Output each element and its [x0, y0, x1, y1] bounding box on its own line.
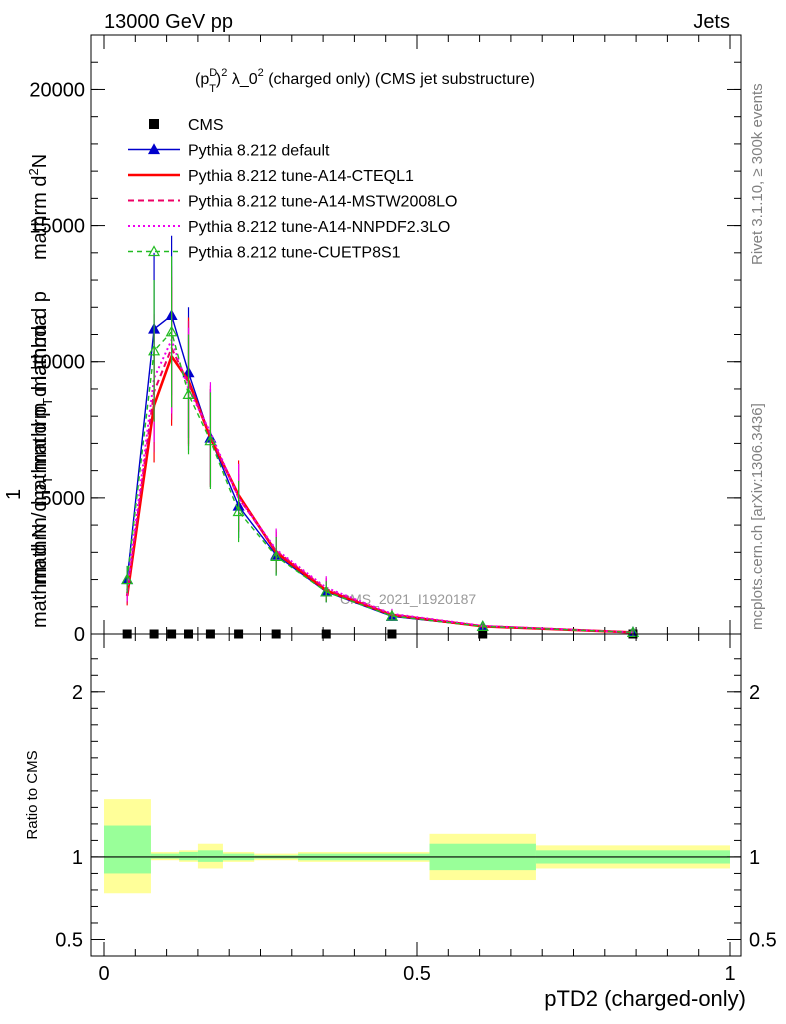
ratio-tick-label: 2 — [72, 682, 83, 704]
chart-title: (pD T)2 λ_02 (charged only) (CMS jet subs… — [195, 67, 535, 95]
y-axis-label: mathrm d2N 1 mathrm d pT mathrm d lambda… — [3, 154, 55, 628]
watermark: CMS_2021_I1920187 — [340, 591, 476, 607]
mcplots-label: mcplots.cern.ch [arXiv:1306.3436] — [749, 403, 766, 630]
title-sup2: 2 — [221, 67, 227, 79]
title-sub1: T — [209, 83, 216, 95]
main-y-axis: 0 5000 10000 15000 20000 — [29, 34, 741, 646]
legend-entry: Pythia 8.212 tune-A14-CTEQL1 — [128, 168, 414, 185]
ratio-x-axis: 0 0.5 1 — [98, 634, 736, 985]
ratio-band-green — [104, 825, 151, 874]
rivet-label: Rivet 3.1.10, ≥ 300k events — [749, 83, 766, 265]
series-marker — [476, 620, 489, 631]
legend-entry: Pythia 8.212 tune-A14-MSTW2008LO — [128, 194, 457, 211]
legend: CMS Pythia 8.212 default Pythia 8.212 tune… — [128, 117, 457, 262]
series-marker — [385, 609, 398, 621]
legend-label: Pythia 8.212 default — [188, 143, 330, 160]
title-mid: λ_0 — [227, 71, 257, 88]
ylabel-den-top: mathrm d pT mathrm d lambda — [29, 314, 55, 585]
series-marker — [232, 505, 245, 517]
series-5 — [121, 256, 639, 637]
legend-label: Pythia 8.212 tune-A14-NNPDF2.3LO — [188, 219, 450, 236]
ratio-panel: 0.5 0.51 12 2 0 0.5 1 Ratio to CMS — [24, 633, 777, 985]
title-open: (p — [195, 71, 209, 88]
ylabel-one: 1 — [3, 489, 25, 500]
y-tick-label: 20000 — [29, 79, 85, 101]
energy-label: 13000 GeV pp — [104, 11, 233, 33]
series-3 — [126, 276, 634, 636]
ylabel-num-top: mathrm d2N — [26, 154, 51, 260]
legend-marker — [149, 119, 159, 129]
series-line — [126, 337, 634, 634]
legend-entry: CMS — [149, 117, 224, 134]
y-tick-label: 0 — [74, 624, 85, 646]
series-marker — [270, 550, 283, 562]
title-rest: (charged only) (CMS jet substructure) — [264, 71, 535, 88]
ratio-band-green — [197, 850, 223, 862]
ratio-plot-area — [90, 633, 742, 957]
y-tick-label: 5000 — [41, 488, 86, 510]
legend-entry: Pythia 8.212 tune-CUETP8S1 — [128, 245, 401, 262]
x-tick-label: 0.5 — [403, 963, 431, 985]
legend-label: Pythia 8.212 tune-CUETP8S1 — [188, 245, 401, 262]
ratio-tick-label: 0.5 — [55, 929, 83, 951]
series-marker — [121, 573, 134, 585]
ratio-band-green — [163, 853, 180, 859]
x-axis-label: pTD2 (charged-only) — [544, 986, 746, 1011]
x-tick-label: 0 — [98, 963, 109, 985]
series-marker — [320, 585, 333, 597]
series-line — [126, 345, 634, 634]
legend-entry: Pythia 8.212 tune-A14-NNPDF2.3LO — [128, 219, 450, 236]
ratio-tick-label-right: 2 — [749, 682, 760, 704]
series-2 — [125, 286, 634, 636]
ratio-band-green — [150, 853, 164, 859]
y-tick-label: 15000 — [29, 216, 85, 238]
series-line — [126, 314, 633, 634]
ratio-bands — [104, 799, 730, 894]
ratio-tick-label-right: 0.5 — [749, 929, 777, 951]
ratio-tick-label: 1 — [72, 847, 83, 869]
legend-label: Pythia 8.212 tune-A14-CTEQL1 — [188, 168, 414, 185]
series-marker — [626, 626, 639, 637]
process-label: Jets — [693, 11, 730, 33]
legend-label: Pythia 8.212 tune-A14-MSTW2008LO — [188, 194, 457, 211]
legend-marker — [147, 245, 161, 257]
legend-marker — [147, 143, 161, 155]
ratio-tick-label-right: 1 — [749, 847, 760, 869]
title-sup1: D — [209, 67, 217, 79]
ratio-y-axis: 0.5 0.5 1 1 2 2 — [55, 658, 777, 951]
y-tick-label: 10000 — [29, 352, 85, 374]
series-1 — [121, 235, 639, 637]
title-sup3: 2 — [258, 67, 264, 79]
series-line — [126, 330, 633, 634]
series-marker — [204, 434, 217, 446]
ratio-band-green — [179, 851, 198, 861]
title-close: ) — [216, 71, 221, 88]
series-4 — [126, 266, 634, 636]
legend-entry: Pythia 8.212 default — [128, 143, 330, 160]
ratio-ylabel: Ratio to CMS — [24, 750, 41, 839]
main-panel: 0 5000 10000 15000 20000 CMS_2021_I1920187 (… — [3, 34, 742, 646]
legend-label: CMS — [188, 117, 224, 134]
ylabel-den-bottom: mathrm d N / mathrm d pT mathrm d p — [29, 291, 55, 628]
series-marker — [165, 325, 178, 337]
series-marker — [182, 388, 195, 399]
series-layer — [121, 235, 639, 639]
series-marker — [148, 344, 161, 356]
x-tick-label: 1 — [724, 963, 735, 985]
